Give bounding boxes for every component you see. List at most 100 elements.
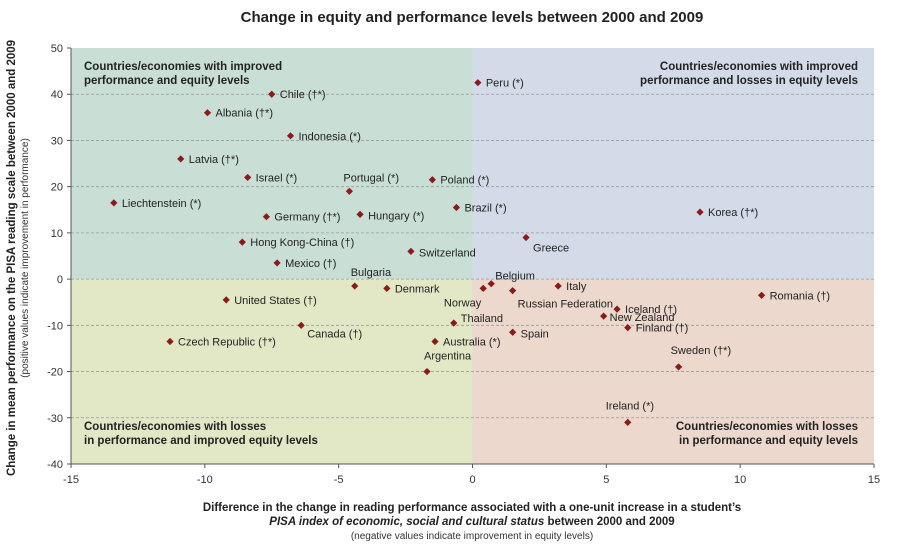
y-tick-label: 10	[51, 228, 63, 240]
data-point	[345, 187, 353, 195]
y-axis-label: Change in mean performance on the PISA r…	[6, 40, 18, 476]
point-label: Bulgaria	[351, 267, 392, 279]
point-label: Latvia (†*)	[189, 154, 239, 166]
x-tick-label: 10	[734, 474, 746, 486]
point-label: Switzerland	[419, 247, 476, 259]
point-label: Portugal (*)	[343, 172, 399, 184]
point-label: Thailand	[461, 313, 503, 325]
point-label: Spain	[521, 328, 549, 340]
x-tick-label: 0	[469, 474, 475, 486]
point-label: Greece	[533, 243, 569, 255]
point-label: Czech Republic (†*)	[178, 337, 276, 349]
point-label: Brazil (*)	[464, 202, 506, 214]
data-point	[487, 280, 495, 288]
point-label: Albania (†*)	[216, 108, 273, 120]
quadrant-label-bottom-right: Countries/economies with losses	[676, 421, 858, 433]
data-point	[757, 291, 766, 299]
x-tick-label: -15	[63, 474, 79, 486]
data-point	[624, 324, 632, 332]
data-point	[286, 132, 295, 140]
data-point	[244, 173, 252, 182]
point-label: Australia (*)	[443, 337, 500, 349]
point-label: Hungary (*)	[368, 210, 424, 222]
quadrant-label-bottom-left: in performance and improved equity level…	[84, 435, 318, 447]
x-tick-label: 5	[603, 474, 609, 486]
data-point	[431, 337, 439, 346]
data-point	[600, 312, 608, 320]
data-point	[203, 109, 212, 117]
point-label: Belgium	[495, 271, 535, 283]
point-label: Peru (*)	[486, 78, 524, 90]
x-axis-note: (negative values indicate improvement in…	[351, 531, 593, 542]
quadrant-label-top-right: performance and losses in equity levels	[640, 75, 858, 87]
data-point	[262, 213, 270, 221]
x-axis-label-rest: between 2000 and 2009	[544, 516, 674, 528]
point-label: Russian Federation	[518, 299, 613, 311]
quadrant-labels: Countries/economies with improved perform…	[84, 61, 858, 447]
point-label: Ireland (*)	[606, 400, 654, 412]
data-point	[110, 199, 118, 207]
data-point	[613, 305, 621, 313]
axis-ticks: -40 -30 -20 -10 0 10 20 30 40 50 -15 -10 -5 0 5 10 15	[47, 43, 880, 486]
data-point	[696, 208, 704, 216]
point-label: Italy	[566, 281, 587, 293]
y-tick-label: 0	[57, 274, 63, 286]
point-label: Hong Kong-China (†)	[250, 237, 354, 249]
point-label: Romania (†)	[770, 290, 831, 302]
x-tick-label: -10	[197, 474, 213, 486]
data-point	[351, 282, 359, 290]
x-axis-label-line2: PISA index of economic, social and cultu…	[269, 516, 674, 528]
data-point	[383, 284, 391, 292]
point-label: Indonesia (*)	[298, 131, 360, 143]
gridlines	[71, 93, 874, 419]
data-point	[554, 282, 562, 290]
y-axis-note: (positive values indicate improvement in…	[20, 138, 31, 378]
quadrant-top-left	[71, 48, 473, 280]
data-point	[450, 319, 458, 327]
y-tick-label: -30	[47, 413, 63, 425]
point-label: Liechtenstein (*)	[122, 198, 201, 210]
data-point	[675, 363, 683, 371]
y-tick-label: 50	[51, 43, 63, 55]
quadrant-label-top-left: performance and equity levels	[84, 75, 250, 87]
point-label: United States (†)	[234, 295, 317, 307]
point-label: Finland (†)	[636, 323, 689, 335]
point-label: Sweden (†*)	[671, 345, 732, 357]
point-label: Poland (*)	[440, 175, 489, 187]
data-point	[177, 155, 185, 163]
quadrant-label-bottom-left: Countries/economies with losses	[84, 421, 266, 433]
quadrant-top-right	[472, 48, 874, 280]
y-tick-label: 20	[51, 182, 63, 194]
point-label: Mexico (†)	[285, 258, 336, 270]
point-label: Argentina	[424, 351, 472, 363]
quadrant-label-top-left: Countries/economies with improved	[84, 61, 282, 73]
data-point	[428, 176, 436, 184]
data-point	[222, 296, 230, 304]
y-tick-label: -40	[47, 459, 63, 471]
point-label: Norway	[444, 297, 482, 309]
y-tick-label: -20	[47, 367, 63, 379]
data-point	[509, 287, 517, 295]
point-label: Korea (†*)	[708, 207, 758, 219]
point-label: Chile (†*)	[280, 89, 326, 101]
y-axis-title: Change in mean performance on the PISA r…	[6, 40, 31, 476]
quadrant-label-top-right: Countries/economies with improved	[660, 61, 858, 73]
x-tick-label: 15	[868, 474, 880, 486]
point-label: Denmark	[395, 283, 440, 295]
data-point	[509, 328, 517, 336]
x-tick-label: -5	[334, 474, 344, 486]
data-point	[522, 233, 530, 242]
x-axis-title: Difference in the change in reading perf…	[203, 502, 741, 542]
quadrant-backgrounds	[71, 48, 874, 464]
point-label: Germany (†*)	[274, 212, 340, 224]
x-axis-label-italic: PISA index of economic, social and cultu…	[269, 516, 544, 528]
point-label: Israel (*)	[256, 172, 298, 184]
data-point	[624, 418, 632, 426]
data-point	[166, 337, 174, 346]
point-label: New Zealand	[610, 312, 675, 324]
point-label: Canada (†)	[307, 328, 362, 340]
data-points: Peru (*) Chile (†*) Albania (†*) Indonesia …	[110, 78, 830, 426]
data-point	[268, 90, 276, 98]
chart-title: Change in equity and performance levels …	[241, 9, 704, 26]
